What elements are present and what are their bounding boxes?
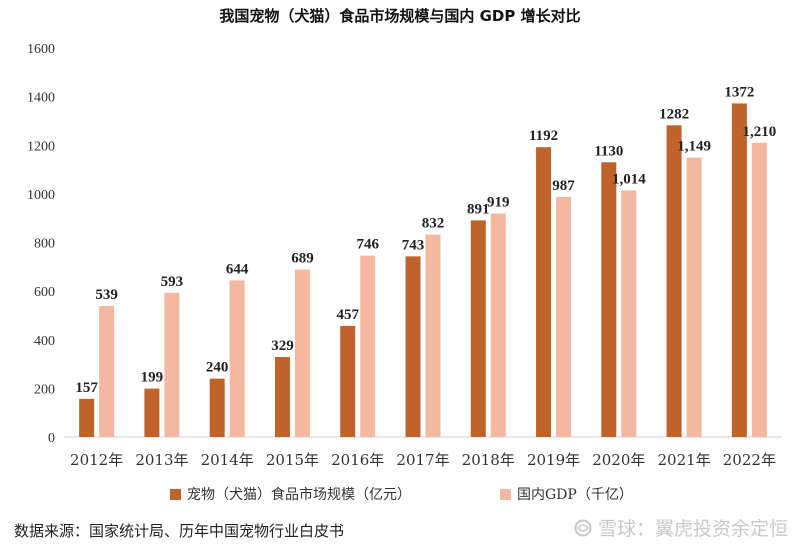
gdp-data-label: 539 — [95, 287, 118, 303]
pet-food-data-label: 1372 — [724, 84, 754, 100]
pet-food-bar — [601, 162, 617, 438]
legend-swatch-gdp — [500, 489, 511, 500]
legend-label-gdp: 国内GDP（千亿） — [517, 487, 633, 503]
pet-food-data-label: 1282 — [659, 106, 689, 122]
source-note: 数据来源：国家统计局、历年中国宠物行业白皮书 — [14, 522, 345, 540]
x-tick-label: 2021年 — [657, 451, 710, 469]
pet-food-data-label: 240 — [206, 360, 229, 376]
watermark: 雪球：翼虎投资余定恒 — [572, 514, 788, 541]
pet-food-bar — [340, 325, 356, 437]
y-tick-label: 600 — [34, 285, 55, 300]
gdp-bar — [686, 157, 702, 438]
pet-food-data-label: 157 — [75, 380, 98, 396]
gdp-data-label: 689 — [291, 250, 314, 266]
gdp-data-label: 746 — [356, 237, 379, 253]
y-tick-label: 1200 — [27, 139, 55, 154]
pet-food-data-label: 457 — [336, 307, 359, 323]
pet-food-bar — [536, 147, 552, 437]
gdp-data-label: 1,014 — [612, 171, 646, 187]
gdp-bar — [229, 280, 245, 437]
x-tick-label: 2020年 — [592, 451, 645, 469]
pet-food-bar — [144, 388, 160, 437]
x-tick-label: 2017年 — [396, 451, 449, 469]
legend: 宠物（犬猫）食品市场规模（亿元） 国内GDP（千亿） — [170, 486, 633, 503]
y-tick-label: 1400 — [27, 91, 55, 106]
pet-food-data-label: 329 — [271, 338, 294, 354]
x-tick-label: 2012年 — [70, 451, 123, 469]
y-tick-label: 0 — [48, 431, 55, 446]
watermark-text: 雪球：翼虎投资余定恒 — [597, 518, 788, 540]
x-tick-label: 2016年 — [331, 451, 384, 469]
pet-food-bar — [79, 398, 95, 437]
pet-food-data-label: 199 — [141, 370, 164, 386]
gdp-data-label: 644 — [226, 261, 249, 277]
gdp-bar — [164, 292, 180, 437]
gdp-bar — [751, 142, 767, 437]
x-tick-label: 2018年 — [462, 451, 515, 469]
gdp-bar — [294, 269, 310, 437]
gdp-data-label: 1,149 — [677, 139, 711, 155]
gdp-bar — [360, 255, 376, 437]
y-tick-label: 800 — [34, 237, 55, 252]
y-tick-label: 1600 — [27, 42, 55, 57]
pet-food-bar — [274, 357, 290, 437]
gdp-data-label: 593 — [161, 274, 184, 290]
x-tick-label: 2014年 — [201, 451, 254, 469]
y-tick-label: 400 — [34, 334, 55, 349]
pet-food-bar — [470, 220, 486, 437]
snowball-logo-icon — [574, 519, 592, 537]
pet-food-bar — [666, 125, 682, 437]
pet-food-data-label: 891 — [467, 201, 490, 217]
pet-food-bar — [209, 378, 225, 437]
pet-food-data-label: 1130 — [594, 143, 623, 159]
gdp-bar — [621, 190, 637, 437]
gdp-data-label: 1,210 — [742, 124, 776, 140]
pet-food-data-label: 743 — [402, 237, 425, 253]
gdp-bar — [490, 213, 506, 437]
y-tick-label: 1000 — [27, 188, 55, 203]
pet-food-data-label: 1192 — [529, 128, 558, 144]
y-tick-label: 200 — [34, 382, 55, 397]
gdp-bar — [99, 305, 115, 437]
x-tick-label: 2013年 — [135, 451, 188, 469]
gdp-data-label: 919 — [487, 195, 510, 211]
x-tick-label: 2015年 — [266, 451, 319, 469]
pet-food-bar — [731, 103, 747, 438]
pet-food-bar — [405, 256, 421, 437]
x-tick-label: 2019年 — [527, 451, 580, 469]
legend-label-pet-food: 宠物（犬猫）食品市场规模（亿元） — [187, 486, 411, 503]
chart-title: 我国宠物（犬猫）食品市场规模与国内 GDP 增长对比 — [219, 7, 580, 25]
gdp-data-label: 987 — [552, 178, 575, 194]
gdp-bar — [556, 197, 572, 437]
legend-swatch-pet-food — [170, 489, 181, 500]
gdp-bar — [425, 234, 441, 437]
gdp-data-label: 832 — [422, 216, 445, 232]
axes: 0 200 400 600 800 1000 1200 1400 1600 2012年 2013年 2… — [27, 42, 782, 469]
x-tick-label: 2022年 — [723, 451, 776, 469]
